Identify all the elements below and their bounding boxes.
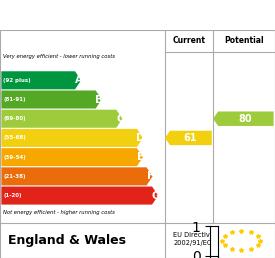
Text: B: B bbox=[95, 94, 103, 104]
Text: 61: 61 bbox=[184, 133, 197, 143]
Polygon shape bbox=[1, 148, 143, 166]
Polygon shape bbox=[1, 110, 122, 128]
Text: (1-20): (1-20) bbox=[3, 193, 22, 198]
Text: (81-91): (81-91) bbox=[3, 97, 26, 102]
Polygon shape bbox=[213, 111, 274, 126]
Text: 80: 80 bbox=[239, 114, 252, 124]
Text: (39-54): (39-54) bbox=[3, 155, 26, 160]
Text: G: G bbox=[152, 191, 160, 200]
Polygon shape bbox=[1, 187, 158, 205]
Text: Not energy efficient - higher running costs: Not energy efficient - higher running co… bbox=[3, 211, 115, 215]
Polygon shape bbox=[1, 129, 143, 147]
Polygon shape bbox=[165, 131, 212, 145]
Text: (55-68): (55-68) bbox=[3, 135, 26, 140]
Text: Potential: Potential bbox=[224, 36, 264, 45]
Text: F: F bbox=[147, 171, 154, 181]
Text: (92 plus): (92 plus) bbox=[3, 78, 31, 83]
Text: A: A bbox=[75, 75, 83, 85]
Text: Very energy efficient - lower running costs: Very energy efficient - lower running co… bbox=[3, 54, 115, 59]
Text: E: E bbox=[137, 152, 144, 162]
Text: (21-38): (21-38) bbox=[3, 174, 26, 179]
Polygon shape bbox=[1, 71, 81, 89]
Text: D: D bbox=[136, 133, 145, 143]
Text: (69-80): (69-80) bbox=[3, 116, 26, 121]
Polygon shape bbox=[1, 167, 153, 186]
Polygon shape bbox=[1, 91, 102, 109]
Text: Current: Current bbox=[173, 36, 206, 45]
Text: Energy Efficiency Rating: Energy Efficiency Rating bbox=[8, 8, 192, 21]
Text: C: C bbox=[116, 114, 124, 124]
Text: England & Wales: England & Wales bbox=[8, 234, 126, 247]
Text: EU Directive
2002/91/EC: EU Directive 2002/91/EC bbox=[173, 232, 214, 246]
